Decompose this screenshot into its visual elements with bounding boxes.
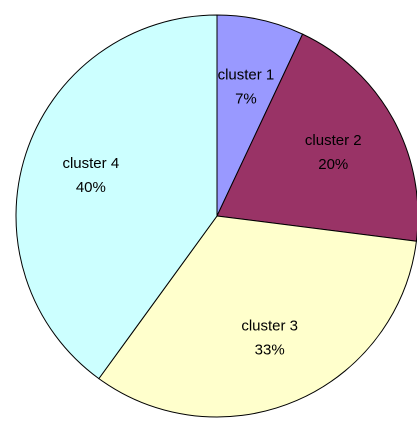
pie-slice	[15, 14, 218, 380]
slice-value-label: 20%	[318, 156, 348, 173]
slice-label: cluster 3	[241, 318, 298, 335]
slice-value-label: 40%	[76, 179, 106, 196]
slice-value-label: 33%	[255, 342, 285, 359]
pie-slice	[98, 215, 417, 418]
slice-label: cluster 1	[218, 67, 275, 84]
slice-label: cluster 2	[305, 132, 362, 149]
slice-value-label: 7%	[235, 91, 257, 108]
slice-label: cluster 4	[62, 155, 119, 172]
pie-slice	[216, 33, 417, 242]
